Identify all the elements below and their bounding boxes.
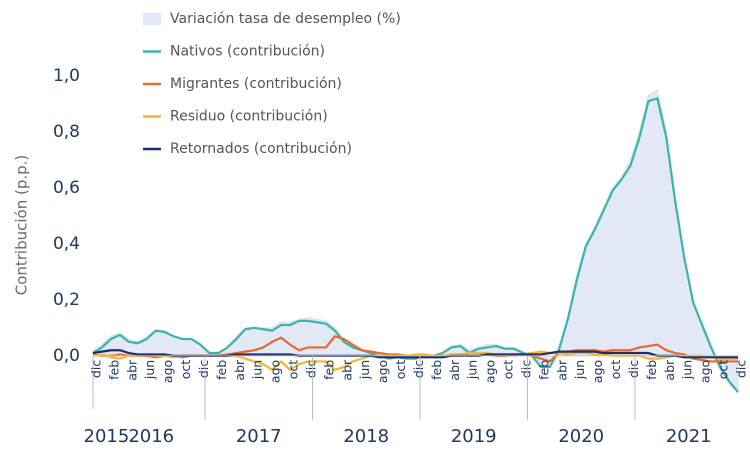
x-tick-label: dic (626, 360, 641, 378)
x-tick-label: abr (124, 359, 139, 381)
y-axis-label: Contribución (p.p.) (13, 155, 31, 296)
legend-label: Residuo (contribución) (170, 109, 328, 125)
x-tick-label: dic (196, 360, 211, 378)
y-tick-label: 0,0 (53, 346, 80, 366)
y-tick-label: 0,4 (53, 234, 80, 254)
x-tick-label: abr (554, 359, 569, 381)
x-group-label: 2015 (84, 426, 130, 447)
x-tick-label: feb (644, 360, 659, 380)
y-tick-label: 0,6 (53, 178, 80, 198)
legend-label: Nativos (contribución) (170, 44, 325, 60)
x-group-label: 2017 (236, 426, 282, 447)
x-tick-label: oct (178, 360, 193, 380)
x-tick-label: ago (160, 360, 175, 383)
x-group-label: 2018 (343, 426, 389, 447)
x-tick-label: oct (501, 360, 516, 380)
legend-swatch (143, 13, 161, 25)
x-tick-label: oct (286, 360, 301, 380)
x-tick-label: feb (536, 360, 551, 380)
x-tick-label: dic (734, 360, 749, 378)
x-group-label: 2021 (666, 426, 712, 447)
x-tick-label: oct (393, 360, 408, 380)
x-tick-label: dic (304, 360, 319, 378)
x-tick-label: jun (465, 360, 480, 380)
legend-label: Variación tasa de desempleo (%) (170, 11, 401, 27)
x-tick-label: dic (89, 360, 104, 378)
x-tick-label: abr (339, 359, 354, 381)
x-tick-label: oct (608, 360, 623, 380)
legend-label: Migrantes (contribución) (170, 76, 342, 92)
x-tick-label: ago (375, 360, 390, 383)
x-group-label: 2020 (558, 426, 604, 447)
x-tick-label: feb (429, 360, 444, 380)
x-group-label: 2016 (128, 426, 174, 447)
x-tick-label: abr (662, 359, 677, 381)
x-tick-label: jun (357, 360, 372, 380)
x-tick-label: abr (232, 359, 247, 381)
x-tick-label: feb (214, 360, 229, 380)
y-tick-label: 0,8 (53, 122, 80, 142)
x-tick-label: ago (483, 360, 498, 383)
x-tick-label: dic (411, 360, 426, 378)
x-tick-label: jun (572, 360, 587, 380)
x-tick-label: ago (698, 360, 713, 383)
y-tick-label: 0,2 (53, 290, 80, 310)
x-tick-label: ago (590, 360, 605, 383)
y-tick-label: 1,0 (53, 66, 80, 86)
x-tick-label: jun (142, 360, 157, 380)
line (92, 97, 739, 393)
x-group-label: 2019 (451, 426, 497, 447)
x-tick-label: dic (519, 360, 534, 378)
x-tick-label: abr (447, 359, 462, 381)
x-tick-label: ago (268, 360, 283, 383)
x-tick-label: feb (106, 360, 121, 380)
legend-label: Retornados (contribución) (170, 141, 352, 157)
x-tick-label: jun (250, 360, 265, 380)
x-tick-label: feb (321, 360, 336, 380)
x-tick-label: jun (680, 360, 695, 380)
x-tick-label: oct (716, 360, 731, 380)
